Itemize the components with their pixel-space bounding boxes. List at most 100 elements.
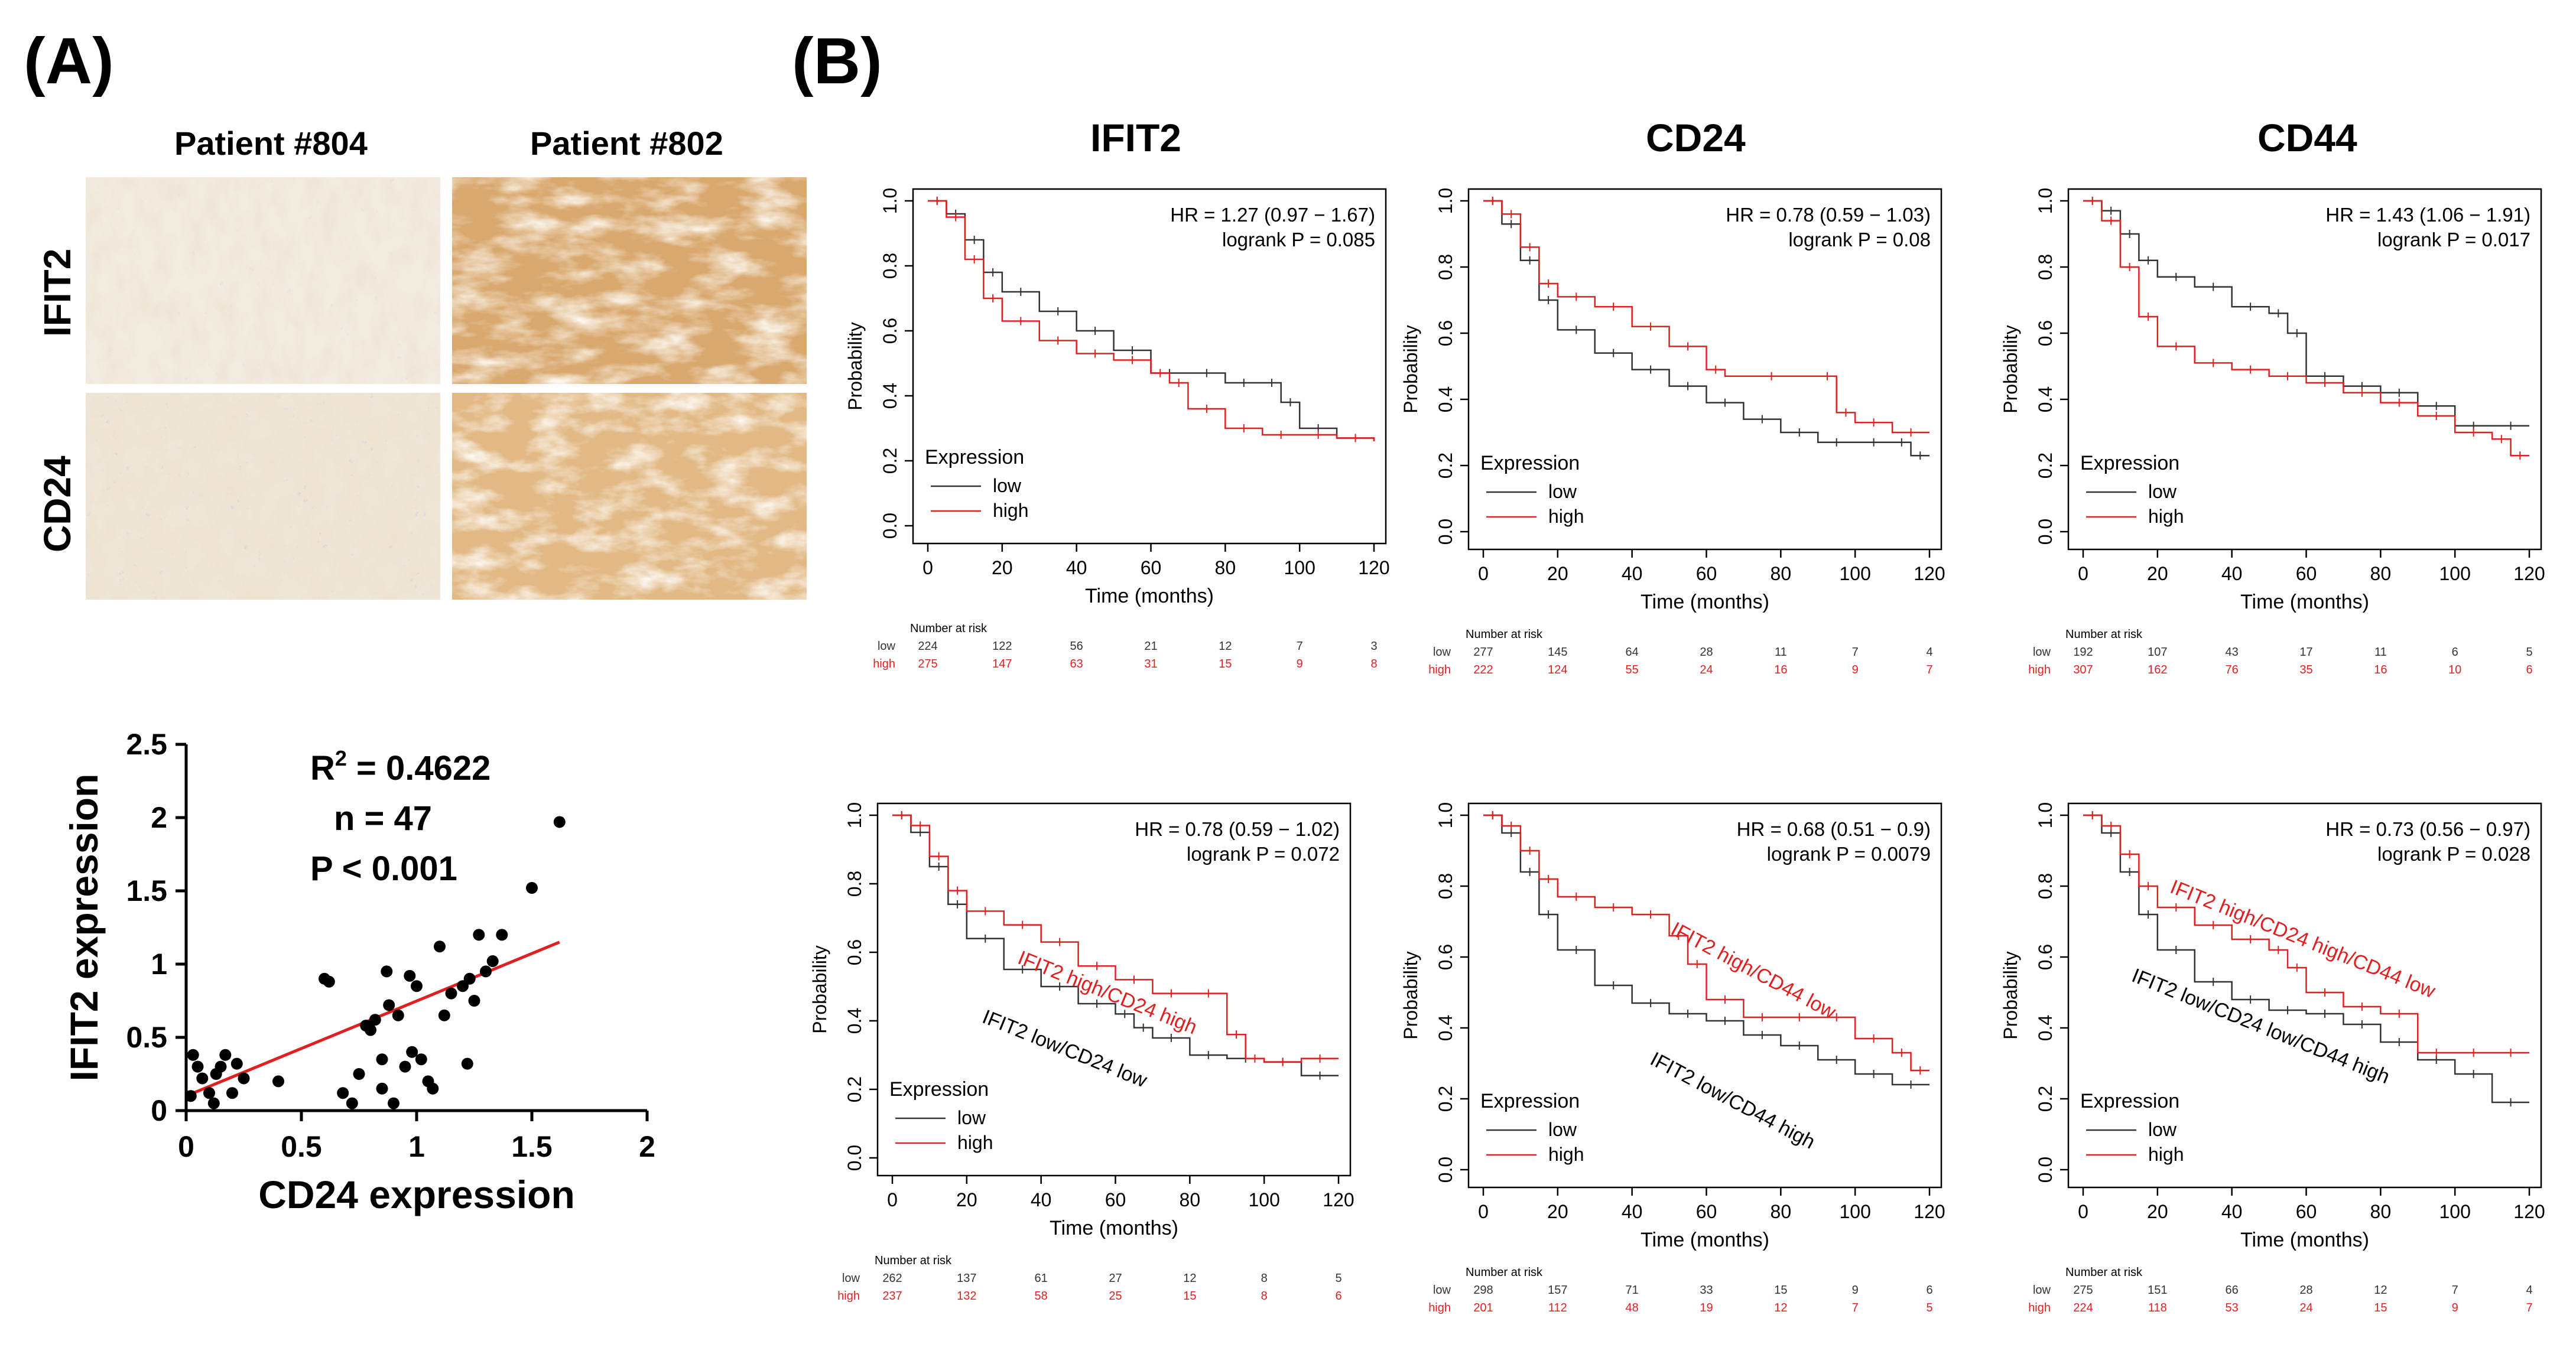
gene-header-ifit2: IFIT2 (1090, 116, 1182, 160)
km-x-tick-label: 60 (2296, 1201, 2317, 1222)
km-risk-value: 35 (2299, 663, 2312, 676)
km-chart-ifit2-cd24: 0 20 40 60 80 100 120 0.0 0.2 0.4 0.6 0.8 1.0 Time (m… (809, 802, 1354, 1303)
km-risk-value: 275 (918, 658, 937, 671)
km-curve-label-1: IFIT2 low/CD44 high (1646, 1048, 1818, 1154)
km-risk-value: 3 (1370, 640, 1377, 653)
km-risk-value: 298 (1473, 1284, 1493, 1297)
scatter-point (219, 1049, 232, 1061)
km-risk-value: 24 (1700, 663, 1713, 676)
km-y-label: Probability (1400, 951, 1421, 1039)
km-risk-value: 31 (1144, 658, 1157, 671)
km-risk-value: 61 (1035, 1272, 1048, 1285)
scatter-point (553, 816, 566, 828)
km-risk-value: 58 (1035, 1290, 1048, 1303)
km-x-tick-label: 40 (1622, 563, 1643, 584)
km-y-tick-label: 1.0 (2035, 188, 2056, 214)
scatter-y-tick-label: 0.5 (126, 1021, 167, 1054)
km-x-tick-label: 0 (887, 1189, 898, 1210)
km-curve-low (2083, 200, 2529, 427)
km-risk-row-label: high (2028, 1301, 2051, 1314)
scatter-point (376, 1053, 388, 1066)
km-risk-value: 7 (1926, 663, 1932, 676)
km-y-tick-label: 0.4 (1435, 1015, 1456, 1041)
scatter-y-tick-label: 1.5 (126, 874, 167, 907)
ihc-image-cd24-804 (86, 393, 440, 600)
km-risk-value: 28 (2299, 1284, 2312, 1297)
panel-b-label: (B) (792, 25, 882, 97)
km-risk-row-label: high (1428, 663, 1451, 676)
km-x-tick-label: 120 (1323, 1189, 1354, 1210)
km-y-tick-label: 0.6 (2035, 944, 2056, 970)
km-y-label: Probability (2000, 951, 2021, 1039)
km-x-label: Time (months) (2240, 1229, 2369, 1251)
km-logrank-text: logrank P = 0.085 (1222, 229, 1375, 250)
km-risk-value: 21 (1144, 640, 1157, 653)
km-x-tick-label: 80 (1215, 557, 1236, 578)
km-y-tick-label: 0.6 (879, 318, 901, 344)
km-y-tick-label: 0.2 (844, 1076, 865, 1102)
km-x-tick-label: 100 (1839, 563, 1870, 584)
km-risk-value: 24 (2299, 1301, 2312, 1314)
km-y-tick-label: 0.2 (2035, 1086, 2056, 1112)
km-risk-value: 5 (2526, 646, 2532, 659)
km-risk-title: Number at risk (910, 622, 987, 635)
km-risk-value: 76 (2226, 663, 2239, 676)
km-risk-value: 8 (1261, 1272, 1268, 1285)
km-risk-value: 33 (1700, 1284, 1713, 1297)
km-y-tick-label: 0.4 (2035, 386, 2056, 412)
km-legend-label-low: low (2148, 1119, 2177, 1140)
km-risk-value: 27 (1109, 1272, 1122, 1285)
scatter-point (434, 940, 446, 953)
km-y-tick-label: 0.2 (1435, 1086, 1456, 1112)
km-x-tick-label: 100 (1284, 557, 1315, 578)
km-x-tick-label: 40 (2221, 563, 2243, 584)
scatter-point (215, 1060, 227, 1073)
scatter-point (468, 995, 480, 1007)
km-y-tick-label: 0.8 (2035, 254, 2056, 280)
km-risk-value: 9 (1852, 1284, 1859, 1297)
km-risk-row-label: high (873, 658, 895, 671)
km-risk-value: 15 (1774, 1284, 1787, 1297)
scatter-point (207, 1097, 220, 1109)
km-risk-value: 25 (1109, 1290, 1122, 1303)
scatter-point (187, 1049, 199, 1061)
scatter-point (230, 1057, 243, 1070)
gene-header-cd24: CD24 (1646, 116, 1746, 160)
km-x-tick-label: 60 (1141, 557, 1162, 578)
km-risk-value: 151 (2148, 1284, 2167, 1297)
km-x-tick-label: 120 (2513, 563, 2545, 584)
km-y-tick-label: 0.2 (2035, 453, 2056, 479)
km-risk-value: 262 (882, 1272, 902, 1285)
km-curve-label-0: IFIT2 high/CD24 high/CD44 low (2167, 875, 2439, 1003)
ihc-row-ifit2: IFIT2 (36, 248, 79, 337)
scatter-point (445, 987, 457, 1000)
km-risk-value: 12 (1774, 1301, 1787, 1314)
km-x-tick-label: 80 (1180, 1189, 1201, 1210)
km-x-tick-label: 0 (1478, 563, 1489, 584)
km-curve-high (1483, 200, 1929, 434)
km-y-tick-label: 0.8 (879, 253, 901, 279)
km-risk-value: 12 (1183, 1272, 1196, 1285)
km-x-tick-label: 40 (2221, 1201, 2243, 1222)
km-legend-label-low: low (957, 1107, 986, 1128)
km-risk-value: 224 (2073, 1301, 2093, 1314)
km-y-tick-label: 0.0 (844, 1145, 865, 1171)
km-x-label: Time (months) (1641, 591, 1769, 613)
ihc-image-ifit2-804 (86, 177, 440, 384)
km-risk-value: 5 (1926, 1301, 1932, 1314)
km-x-tick-label: 60 (1105, 1189, 1126, 1210)
km-plot-frame (2067, 802, 2542, 1189)
km-x-tick-label: 120 (1914, 1201, 1945, 1222)
km-y-tick-label: 0.4 (1435, 386, 1456, 412)
km-y-label: Probability (1400, 325, 1421, 413)
km-risk-value: 6 (2526, 663, 2532, 676)
km-x-tick-label: 100 (2439, 563, 2470, 584)
scatter-point (427, 1082, 439, 1095)
scatter-point (392, 1009, 404, 1021)
scatter-chart: 0 0.5 1 1.5 2 0 0.5 1 1.5 2 2.5 CD24 expression IFIT… (62, 728, 655, 1216)
km-risk-title: Number at risk (1466, 628, 1543, 641)
km-risk-row-label: low (842, 1272, 860, 1285)
scatter-point (388, 1097, 399, 1109)
km-legend-label-low: low (2148, 481, 2177, 502)
scatter-point (480, 965, 492, 978)
